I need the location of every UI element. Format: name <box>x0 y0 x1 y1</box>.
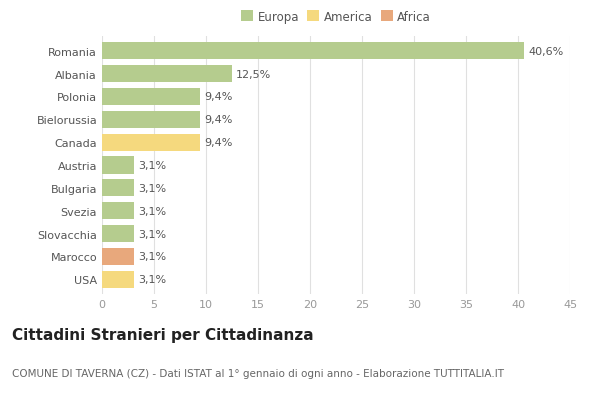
Text: COMUNE DI TAVERNA (CZ) - Dati ISTAT al 1° gennaio di ogni anno - Elaborazione TU: COMUNE DI TAVERNA (CZ) - Dati ISTAT al 1… <box>12 368 504 378</box>
Text: 3,1%: 3,1% <box>139 206 167 216</box>
Text: 9,4%: 9,4% <box>204 138 232 148</box>
Bar <box>102 271 134 288</box>
Text: Cittadini Stranieri per Cittadinanza: Cittadini Stranieri per Cittadinanza <box>12 327 314 342</box>
Text: 3,1%: 3,1% <box>139 252 167 262</box>
Text: 9,4%: 9,4% <box>204 115 232 125</box>
Text: 3,1%: 3,1% <box>139 161 167 171</box>
Bar <box>102 66 232 83</box>
Bar <box>102 180 134 197</box>
Bar <box>102 134 200 151</box>
Bar <box>102 157 134 174</box>
Bar <box>102 248 134 265</box>
Bar <box>102 112 200 128</box>
Text: 12,5%: 12,5% <box>236 70 271 79</box>
Text: 3,1%: 3,1% <box>139 275 167 285</box>
Bar <box>102 89 200 106</box>
Text: 9,4%: 9,4% <box>204 92 232 102</box>
Legend: Europa, America, Africa: Europa, America, Africa <box>236 6 436 28</box>
Bar <box>102 203 134 220</box>
Text: 3,1%: 3,1% <box>139 229 167 239</box>
Bar <box>102 225 134 243</box>
Bar <box>102 43 524 60</box>
Text: 3,1%: 3,1% <box>139 184 167 193</box>
Text: 40,6%: 40,6% <box>529 47 563 56</box>
